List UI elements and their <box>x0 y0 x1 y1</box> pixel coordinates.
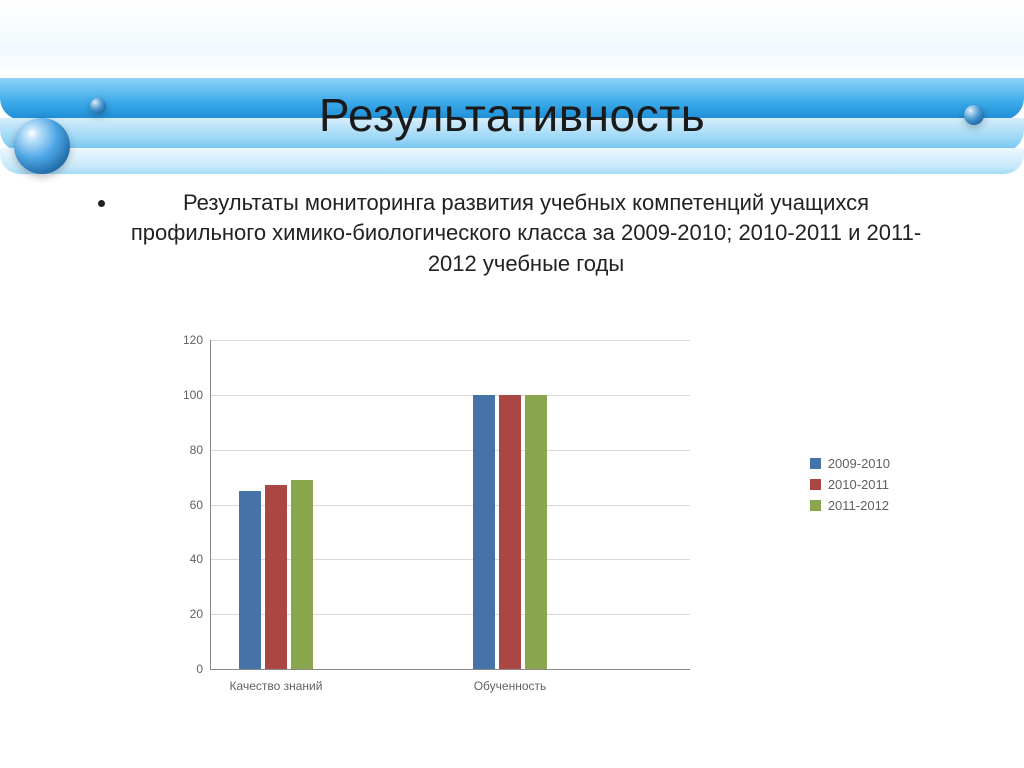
slide-title: Результативность <box>0 88 1024 142</box>
chart-xcategory-label: Качество знаний <box>230 669 323 693</box>
chart-gridline <box>211 450 690 451</box>
header-top-fade <box>0 0 1024 80</box>
chart-gridline <box>211 340 690 341</box>
legend-swatch <box>810 479 821 490</box>
subtitle-bullet: Результаты мониторинга развития учебных … <box>118 188 934 279</box>
legend-swatch <box>810 458 821 469</box>
chart-ytick-label: 100 <box>183 388 211 402</box>
slide-subtitle: Результаты мониторинга развития учебных … <box>90 188 934 279</box>
chart-bar <box>525 395 547 669</box>
chart-ytick-label: 80 <box>190 443 211 457</box>
chart-bar <box>239 491 261 669</box>
legend-label: 2009-2010 <box>828 456 890 471</box>
slide-title-text: Результативность <box>0 88 1024 142</box>
legend-item: 2011-2012 <box>810 498 890 513</box>
chart-bar <box>265 485 287 669</box>
chart-xcategory-label: Обученность <box>474 669 547 693</box>
chart-bar <box>473 395 495 669</box>
chart-ytick-label: 20 <box>190 607 211 621</box>
chart-ytick-label: 0 <box>196 662 211 676</box>
header-wave-band-3 <box>0 148 1024 174</box>
legend-swatch <box>810 500 821 511</box>
legend-item: 2009-2010 <box>810 456 890 471</box>
chart-ytick-label: 120 <box>183 333 211 347</box>
chart-bar <box>499 395 521 669</box>
legend-label: 2010-2011 <box>828 477 889 492</box>
legend-label: 2011-2012 <box>828 498 889 513</box>
chart-ytick-label: 60 <box>190 498 211 512</box>
chart-ytick-label: 40 <box>190 552 211 566</box>
results-bar-chart: 0 20 40 60 80 100 120 Качество знаний Обученност… <box>150 330 890 730</box>
chart-legend: 2009-2010 2010-2011 2011-2012 <box>810 450 890 519</box>
chart-bar <box>291 480 313 669</box>
chart-gridline <box>211 395 690 396</box>
chart-plot-area: 020406080100120Качество знанийОбученност… <box>210 340 690 670</box>
legend-item: 2010-2011 <box>810 477 890 492</box>
